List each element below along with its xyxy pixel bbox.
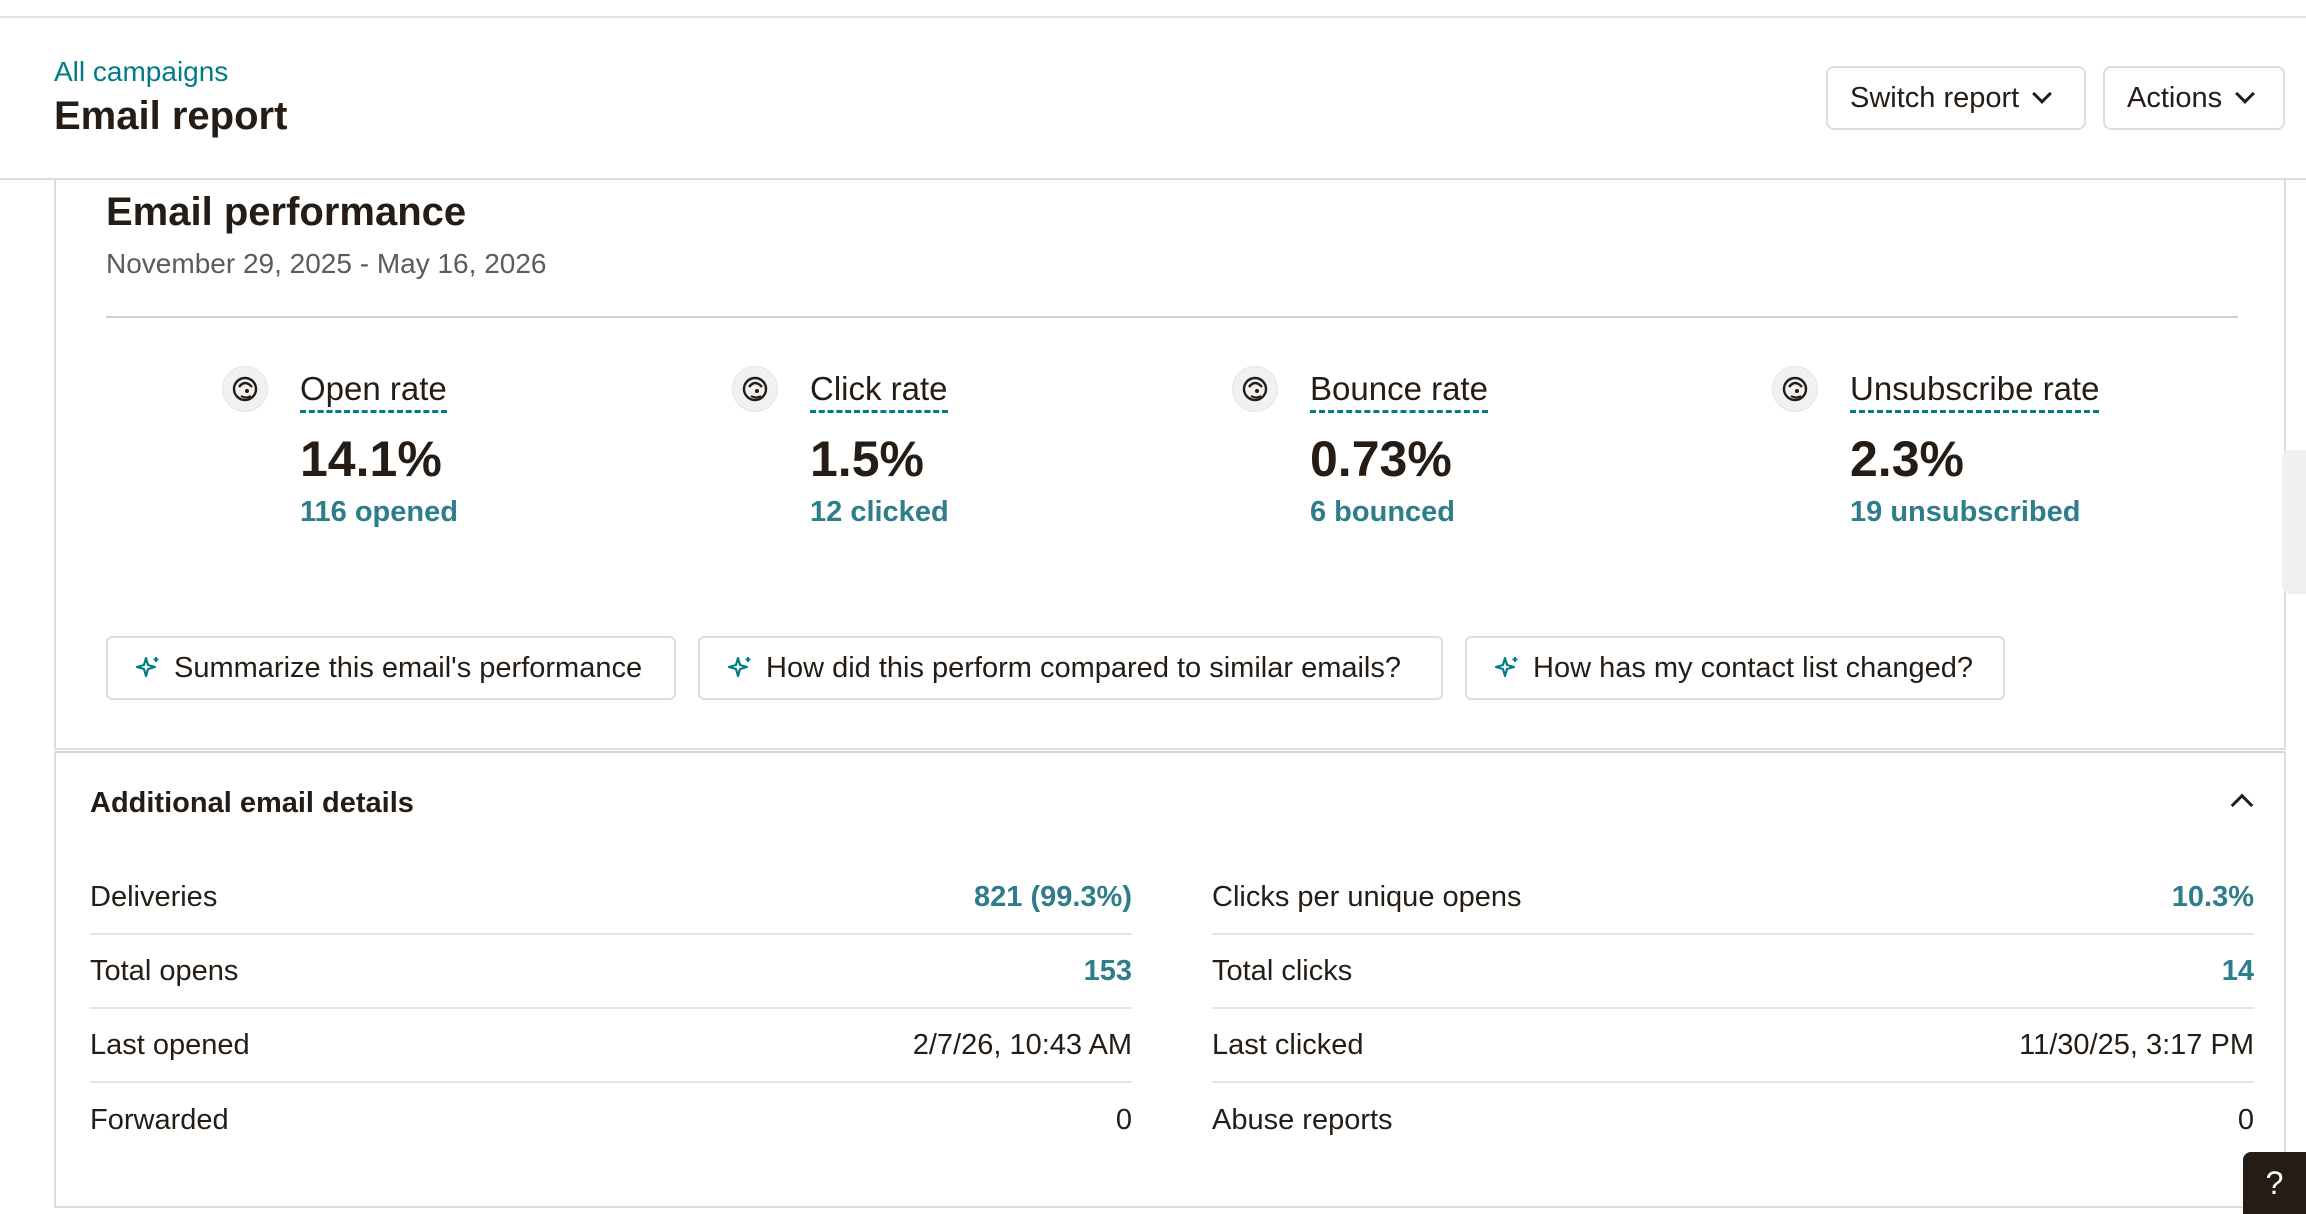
sparkle-icon <box>1493 654 1521 682</box>
actions-label: Actions <box>2127 81 2223 114</box>
report-header: All campaigns Email report Switch report… <box>0 18 2306 180</box>
detail-row-last-clicked: Last clicked 11/30/25, 3:17 PM <box>1212 1009 2254 1083</box>
switch-report-button[interactable]: Switch report <box>1826 66 2086 130</box>
performance-date-range: November 29, 2025 - May 16, 2026 <box>106 248 547 279</box>
detail-row-deliveries: Deliveries 821 (99.3%) <box>90 861 1132 935</box>
metric-label[interactable]: Click rate <box>810 370 948 413</box>
sparkle-icon <box>726 654 754 682</box>
detail-value-link[interactable]: 10.3% <box>2171 880 2254 913</box>
metric-value: 1.5% <box>810 431 924 487</box>
side-panel-handle[interactable] <box>2282 450 2306 594</box>
sparkle-icon <box>134 654 162 682</box>
detail-label: Total clicks <box>1212 954 1353 987</box>
metric-sub-link[interactable]: 6 bounced <box>1310 496 1456 528</box>
chevron-down-icon <box>2235 84 2256 104</box>
ai-prompt-label: How did this perform compared to similar… <box>766 651 1401 684</box>
detail-value-link[interactable]: 14 <box>2221 954 2254 987</box>
ai-prompt-label: How has my contact list changed? <box>1533 651 1974 684</box>
detail-label: Forwarded <box>90 1103 229 1136</box>
detail-label: Total opens <box>90 954 239 987</box>
metric-label[interactable]: Open rate <box>300 370 447 413</box>
chevron-down-icon <box>2032 84 2053 104</box>
ai-prompt-summarize-button[interactable]: Summarize this email's performance <box>106 636 676 700</box>
ai-prompt-label: Summarize this email's performance <box>174 651 643 684</box>
actions-button[interactable]: Actions <box>2103 66 2285 130</box>
metric-value: 2.3% <box>1850 431 1964 487</box>
detail-label: Abuse reports <box>1212 1103 1393 1136</box>
detail-row-last-opened: Last opened 2/7/26, 10:43 AM <box>90 1009 1132 1083</box>
mailchimp-freddie-icon <box>1772 366 1818 412</box>
metric-label[interactable]: Unsubscribe rate <box>1850 370 2100 413</box>
detail-row-total-clicks: Total clicks 14 <box>1212 935 2254 1009</box>
help-button[interactable]: ? <box>2243 1152 2306 1214</box>
metric-sub-link[interactable]: 12 clicked <box>810 496 949 528</box>
detail-label: Deliveries <box>90 880 218 913</box>
detail-value-link[interactable]: 153 <box>1083 954 1132 987</box>
detail-label: Clicks per unique opens <box>1212 880 1522 913</box>
page-title: Email report <box>54 94 288 138</box>
breadcrumb-all-campaigns[interactable]: All campaigns <box>54 56 229 87</box>
detail-value: 2/7/26, 10:43 AM <box>912 1028 1132 1061</box>
detail-label: Last clicked <box>1212 1028 1364 1061</box>
metric-label[interactable]: Bounce rate <box>1310 370 1488 413</box>
detail-label: Last opened <box>90 1028 250 1061</box>
detail-value-link[interactable]: 821 (99.3%) <box>974 880 1132 913</box>
detail-row-clicks-per-unique-opens: Clicks per unique opens 10.3% <box>1212 861 2254 935</box>
ai-prompt-compare-button[interactable]: How did this perform compared to similar… <box>698 636 1443 700</box>
mailchimp-freddie-icon <box>732 366 778 412</box>
detail-value: 11/30/25, 3:17 PM <box>2019 1028 2254 1061</box>
detail-row-abuse-reports: Abuse reports 0 <box>1212 1083 2254 1157</box>
chevron-up-icon[interactable] <box>2230 793 2254 817</box>
metric-sub-link[interactable]: 19 unsubscribed <box>1850 496 2081 528</box>
mailchimp-freddie-icon <box>1232 366 1278 412</box>
ai-prompt-contact-list-button[interactable]: How has my contact list changed? <box>1465 636 2005 700</box>
divider <box>106 316 2238 318</box>
details-title: Additional email details <box>90 787 414 819</box>
switch-report-label: Switch report <box>1850 81 2020 114</box>
detail-value: 0 <box>1115 1103 1132 1136</box>
detail-row-total-opens: Total opens 153 <box>90 935 1132 1009</box>
detail-row-forwarded: Forwarded 0 <box>90 1083 1132 1157</box>
performance-title: Email performance <box>106 190 467 234</box>
metric-value: 14.1% <box>300 431 442 487</box>
metric-sub-link[interactable]: 116 opened <box>300 496 458 528</box>
top-bar <box>0 0 2306 18</box>
additional-details-card: Additional email details Deliveries 821 … <box>54 751 2286 1208</box>
metric-value: 0.73% <box>1310 431 1452 487</box>
detail-value: 0 <box>2237 1103 2254 1136</box>
mailchimp-freddie-icon <box>222 366 268 412</box>
email-performance-card: Email performance November 29, 2025 - Ma… <box>54 180 2286 750</box>
